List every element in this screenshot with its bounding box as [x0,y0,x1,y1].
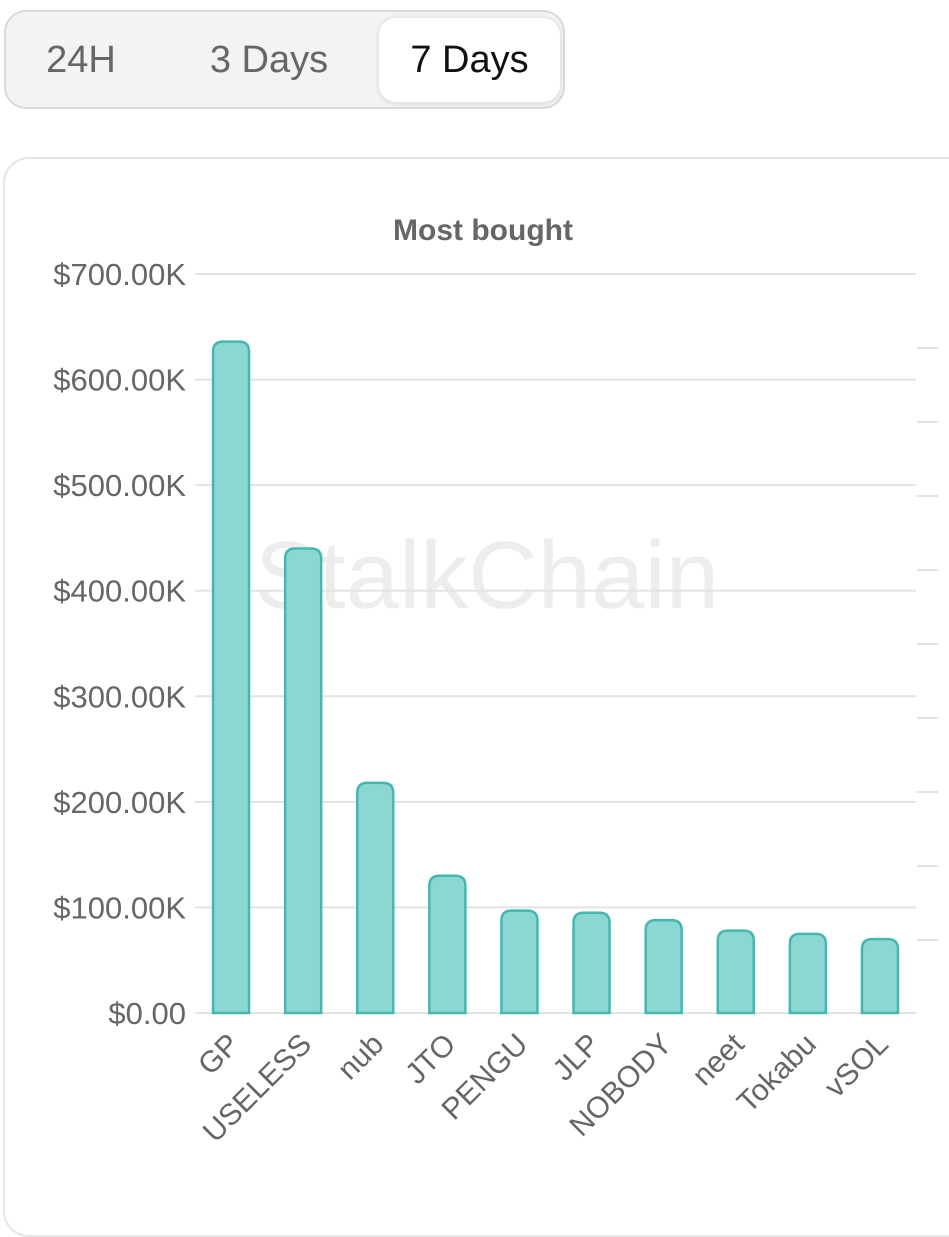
bar-neet [716,929,755,1015]
tab-3-days[interactable]: 3 Days [209,38,329,81]
y-tick-label: $700.00K [53,257,186,292]
time-range-tabs: 24H 3 Days 7 Days [4,10,565,109]
y-tick-label: $100.00K [53,890,186,925]
bar-nub [356,781,395,1015]
y-tick-label: $0.00 [108,996,186,1031]
x-tick-label: Tokabu [731,1028,823,1120]
bar-pengu [500,909,539,1015]
bar-useless [283,547,323,1015]
y-tick-label: $600.00K [53,363,186,398]
x-tick-label: JTO [399,1028,462,1091]
x-tick-label: JLP [547,1028,607,1088]
bars [211,340,900,1015]
y-tick-label: $400.00K [53,574,186,609]
y-axis-labels: $0.00 $100.00K $200.00K $300.00K $400.00K $50… [53,257,186,1031]
bar-jto [428,874,467,1015]
x-tick-label: neet [686,1027,751,1092]
x-tick-label: nub [331,1028,390,1087]
y-tick-label: $200.00K [53,785,186,820]
right-edge-ticks [917,347,938,941]
tab-24h[interactable]: 24H [46,38,116,81]
y-tick-label: $500.00K [53,468,186,503]
bar-nobody [644,918,683,1015]
most-bought-chart: StalkChain $0.00 $100.00K $200.00K $300.00K… [53,214,938,1149]
y-tick-label: $300.00K [53,679,186,714]
bar-gp [211,340,251,1015]
x-tick-label: GP [192,1028,246,1082]
bar-tokabu [788,932,828,1015]
bar-jlp [572,911,611,1015]
watermark-logo: StalkChain [255,522,719,629]
x-tick-label: vSOL [819,1028,895,1104]
chart-title: Most bought [393,214,573,247]
bar-vsol [860,937,900,1015]
tab-7-days[interactable]: 7 Days [378,17,561,103]
